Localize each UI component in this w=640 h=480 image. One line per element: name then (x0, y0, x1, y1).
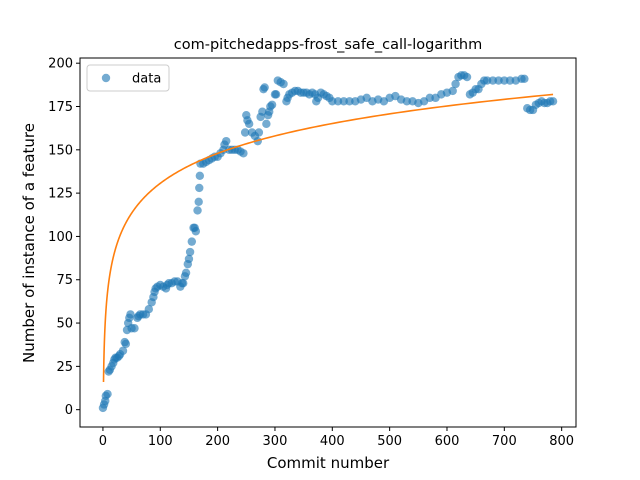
data-point (463, 73, 471, 81)
data-point (245, 120, 253, 128)
y-tick-label: 175 (48, 100, 73, 115)
x-tick-label: 100 (148, 434, 173, 449)
data-point (103, 390, 111, 398)
x-tick-label: 700 (492, 434, 517, 449)
x-tick-label: 400 (320, 434, 345, 449)
y-tick-label: 125 (48, 187, 73, 202)
y-tick-label: 50 (56, 317, 73, 332)
legend: data (87, 65, 169, 91)
y-tick-label: 0 (65, 403, 73, 418)
x-tick-label: 0 (99, 434, 107, 449)
data-point (122, 340, 130, 348)
y-tick-label: 200 (48, 57, 73, 72)
data-point (186, 248, 194, 256)
data-point (520, 75, 528, 83)
data-point (188, 237, 196, 245)
data-point (222, 137, 230, 145)
legend-label: data (132, 72, 161, 87)
y-tick-label: 150 (48, 143, 73, 158)
y-tick-label: 25 (56, 360, 73, 375)
data-point (549, 97, 557, 105)
y-tick-label: 75 (56, 273, 73, 288)
data-point (182, 269, 190, 277)
data-point (262, 120, 270, 128)
data-point (195, 198, 203, 206)
data-point (268, 101, 276, 109)
data-point (255, 128, 263, 136)
data-point (239, 149, 247, 157)
plot-area (80, 58, 576, 427)
y-axis-label: Number of instance of a feature (20, 123, 38, 363)
x-tick-label: 800 (549, 434, 574, 449)
x-tick-label: 500 (377, 434, 402, 449)
x-tick-label: 200 (205, 434, 230, 449)
legend-marker (102, 74, 110, 82)
data-point (279, 80, 287, 88)
x-axis-label: Commit number (267, 454, 390, 472)
data-point (195, 184, 203, 192)
data-point (130, 324, 138, 332)
data-point (192, 227, 200, 235)
data-point (260, 83, 268, 91)
x-tick-label: 600 (435, 434, 460, 449)
y-tick-label: 100 (48, 230, 73, 245)
chart-title: com-pitchedapps-frost_safe_call-logarith… (174, 37, 482, 53)
data-point (196, 172, 204, 180)
data-point (193, 206, 201, 214)
data-point (272, 90, 280, 98)
x-tick-label: 300 (263, 434, 288, 449)
